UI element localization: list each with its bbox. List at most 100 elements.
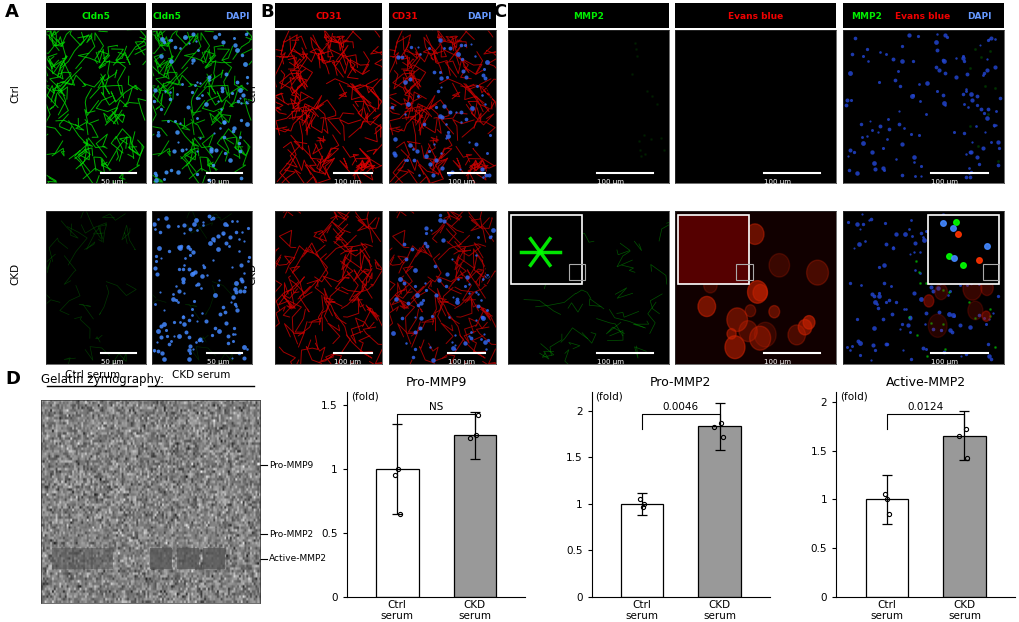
Ellipse shape xyxy=(768,305,779,318)
Text: 50 μm: 50 μm xyxy=(101,360,123,365)
Ellipse shape xyxy=(802,315,814,329)
Text: (fold): (fold) xyxy=(595,392,623,402)
Text: Evans blue: Evans blue xyxy=(728,12,783,22)
Text: 100 μm: 100 μm xyxy=(334,179,361,185)
Ellipse shape xyxy=(749,326,770,350)
Ellipse shape xyxy=(745,305,755,317)
Text: CD31: CD31 xyxy=(315,12,342,22)
Text: (fold): (fold) xyxy=(351,392,378,402)
Text: 100 μm: 100 μm xyxy=(447,179,474,185)
Ellipse shape xyxy=(703,277,716,293)
Bar xyxy=(678,215,749,284)
Bar xyxy=(151,528,172,542)
Text: 50 μm: 50 μm xyxy=(101,179,123,185)
Text: 100 μm: 100 μm xyxy=(596,179,623,185)
Bar xyxy=(736,264,752,279)
Bar xyxy=(927,215,998,284)
Text: Active-MMP2: Active-MMP2 xyxy=(269,554,326,563)
Ellipse shape xyxy=(923,295,933,307)
Text: Cldn5: Cldn5 xyxy=(82,12,110,22)
Text: C: C xyxy=(492,3,505,21)
Text: MMP2: MMP2 xyxy=(573,12,603,22)
Bar xyxy=(91,528,113,542)
Bar xyxy=(151,549,172,569)
Ellipse shape xyxy=(806,260,827,285)
Bar xyxy=(71,528,94,542)
Text: Ctrl: Ctrl xyxy=(10,84,20,103)
Ellipse shape xyxy=(754,322,775,347)
Ellipse shape xyxy=(738,320,756,341)
Bar xyxy=(176,528,199,542)
Bar xyxy=(698,427,740,597)
Text: MMP2: MMP2 xyxy=(851,12,881,22)
Title: Active-MMP2: Active-MMP2 xyxy=(884,376,965,389)
Ellipse shape xyxy=(727,328,736,339)
Ellipse shape xyxy=(927,314,947,337)
Text: 100 μm: 100 μm xyxy=(596,360,623,365)
Ellipse shape xyxy=(933,284,947,300)
Title: Pro-MMP9: Pro-MMP9 xyxy=(405,376,467,389)
Text: DAPI: DAPI xyxy=(966,12,990,22)
Ellipse shape xyxy=(981,311,989,322)
Ellipse shape xyxy=(725,336,744,359)
Bar xyxy=(865,499,907,597)
Text: CKD: CKD xyxy=(247,262,257,285)
Ellipse shape xyxy=(979,280,993,295)
Text: 100 μm: 100 μm xyxy=(930,360,957,365)
Bar xyxy=(511,215,582,284)
Ellipse shape xyxy=(705,216,725,239)
Bar xyxy=(569,264,585,279)
Text: 100 μm: 100 μm xyxy=(763,179,790,185)
Bar xyxy=(621,504,662,597)
Bar xyxy=(71,549,94,569)
Text: Gelatin zymography:: Gelatin zymography: xyxy=(41,373,164,386)
Bar xyxy=(943,436,984,597)
Bar xyxy=(376,469,418,597)
Text: NS: NS xyxy=(428,402,443,412)
Text: 100 μm: 100 μm xyxy=(763,360,790,365)
Ellipse shape xyxy=(798,320,811,335)
Bar xyxy=(91,549,113,569)
Ellipse shape xyxy=(956,255,975,279)
Ellipse shape xyxy=(697,297,715,317)
Bar xyxy=(203,528,225,542)
Text: 0.0046: 0.0046 xyxy=(662,402,698,412)
Text: CKD serum: CKD serum xyxy=(171,369,230,379)
Bar xyxy=(981,264,998,279)
Title: Pro-MMP2: Pro-MMP2 xyxy=(649,376,711,389)
Text: Ctrl: Ctrl xyxy=(247,84,257,103)
Ellipse shape xyxy=(727,308,747,332)
Bar xyxy=(52,549,73,569)
Text: Cldn5: Cldn5 xyxy=(153,12,181,22)
Text: 100 μm: 100 μm xyxy=(334,360,361,365)
Text: Ctrl: Ctrl xyxy=(484,84,494,103)
Text: 100 μm: 100 μm xyxy=(447,360,474,365)
Text: Ctrl serum: Ctrl serum xyxy=(65,369,120,379)
Ellipse shape xyxy=(787,325,805,345)
Bar xyxy=(176,549,199,569)
Text: DAPI: DAPI xyxy=(467,12,491,22)
Text: D: D xyxy=(5,370,20,388)
Text: 50 μm: 50 μm xyxy=(207,179,229,185)
Text: CKD: CKD xyxy=(10,262,20,285)
Text: A: A xyxy=(5,3,19,21)
Text: Pro-MMP9: Pro-MMP9 xyxy=(269,460,313,470)
Bar xyxy=(203,549,225,569)
Text: Pro-MMP2: Pro-MMP2 xyxy=(269,530,313,539)
Ellipse shape xyxy=(962,277,981,300)
Ellipse shape xyxy=(747,281,766,304)
Text: (fold): (fold) xyxy=(840,392,867,402)
Ellipse shape xyxy=(752,284,767,301)
Text: 100 μm: 100 μm xyxy=(930,179,957,185)
Ellipse shape xyxy=(745,224,763,244)
Bar xyxy=(453,435,495,597)
Ellipse shape xyxy=(768,254,789,277)
Text: CD31: CD31 xyxy=(391,12,418,22)
Text: Evans blue: Evans blue xyxy=(895,12,950,22)
Ellipse shape xyxy=(967,301,982,320)
Text: B: B xyxy=(260,3,273,21)
Text: DAPI: DAPI xyxy=(224,12,249,22)
Text: 50 μm: 50 μm xyxy=(207,360,229,365)
Text: CKD: CKD xyxy=(484,262,494,285)
Bar xyxy=(52,528,73,542)
